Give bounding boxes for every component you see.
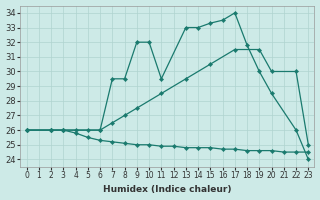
- X-axis label: Humidex (Indice chaleur): Humidex (Indice chaleur): [103, 185, 232, 194]
